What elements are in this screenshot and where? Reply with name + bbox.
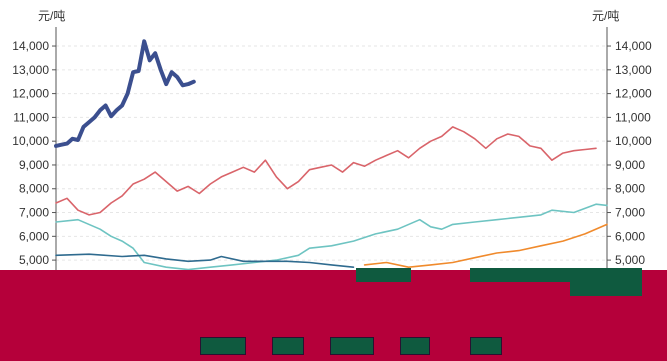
series-line-0: [54, 39, 196, 148]
y-tick-label-right: 11,000: [615, 110, 651, 124]
y-tick-label-left: 7,000: [19, 206, 49, 220]
y-tick-label-right: 9,000: [615, 158, 645, 172]
right-axis-unit-label: 元/吨: [592, 9, 620, 23]
left-axis-unit-label: 元/吨: [38, 9, 66, 23]
series-line-4: [363, 223, 608, 268]
y-tick-label-right: 13,000: [615, 63, 652, 77]
gridlines: [56, 45, 607, 261]
y-tick-label-left: 14,000: [12, 39, 49, 53]
overlay-strip-block: [614, 268, 642, 296]
y-tick-label-right: 8,000: [615, 182, 645, 196]
y-tick-label-left: 10,000: [12, 134, 49, 148]
y-tick-label-right: 10,000: [615, 134, 652, 148]
y-tick-label-right: 7,000: [615, 206, 645, 220]
y-tick-label-right: 12,000: [615, 87, 652, 101]
legend-swatch: [200, 337, 246, 355]
overlay-strip-block: [356, 268, 411, 282]
overlay-strip-block: [570, 268, 614, 296]
y-tick-label-right: 6,000: [615, 229, 645, 243]
series-line-3: [55, 253, 355, 268]
legend-swatch: [330, 337, 374, 355]
legend-swatch: [400, 337, 430, 355]
axes: [52, 27, 611, 272]
series-line-1: [55, 126, 597, 216]
y-tick-label-right: 14,000: [615, 39, 652, 53]
y-tick-label-left: 6,000: [19, 229, 49, 243]
series-line-2: [55, 203, 608, 271]
y-tick-label-right: 5,000: [615, 253, 645, 267]
tick-labels: 5,000 5,000 6,000 6,000 7,000 7,000 8,000 8,000…: [12, 39, 652, 267]
y-tick-label-left: 12,000: [12, 87, 49, 101]
y-tick-label-left: 13,000: [12, 63, 49, 77]
y-tick-label-left: 5,000: [19, 253, 49, 267]
overlay-strip-block: [470, 268, 570, 282]
y-tick-label-left: 8,000: [19, 182, 49, 196]
series-lines: [54, 39, 608, 271]
legend-swatch: [470, 337, 502, 355]
legend-swatch: [272, 337, 304, 355]
y-tick-label-left: 9,000: [19, 158, 49, 172]
y-tick-label-left: 11,000: [13, 110, 49, 124]
